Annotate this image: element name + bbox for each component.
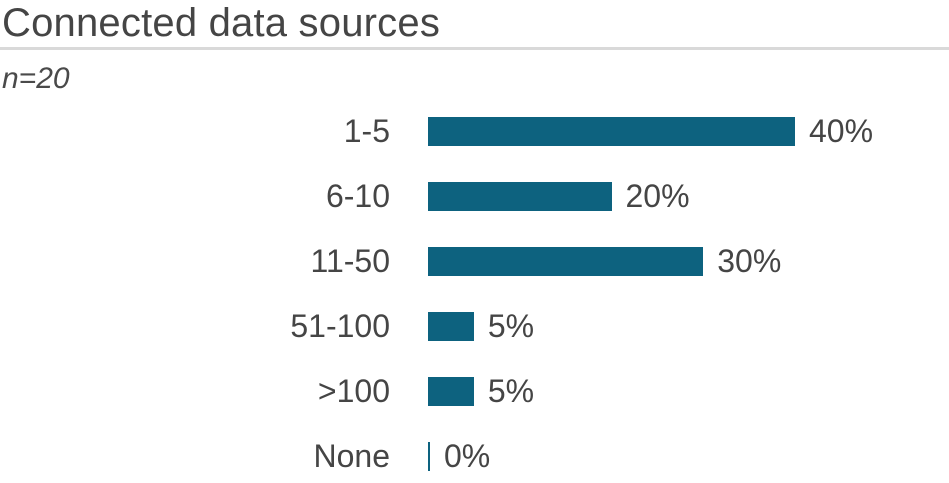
title-divider xyxy=(0,47,949,50)
value-label: 20% xyxy=(625,178,690,214)
bar xyxy=(428,312,474,341)
bar-chart: 1-5 40% 6-10 20% 11-50 30% 51-100 5% >10… xyxy=(0,113,949,474)
category-label: 11-50 xyxy=(310,243,390,279)
bar-row: 11-50 30% xyxy=(0,243,949,279)
bar-row: 51-100 5% xyxy=(0,308,949,344)
sample-size-label: n=20 xyxy=(2,62,70,95)
value-label: 5% xyxy=(487,373,535,409)
chart-title: Connected data sources xyxy=(2,1,441,45)
value-label: 5% xyxy=(487,308,535,344)
value-label: 0% xyxy=(444,438,491,474)
bar xyxy=(428,377,474,406)
bar-row: None 0% xyxy=(0,438,949,474)
category-label: 6-10 xyxy=(325,178,390,214)
category-label: 51-100 xyxy=(290,308,390,344)
value-label: 40% xyxy=(809,113,874,149)
bar-row: 1-5 40% xyxy=(0,113,949,149)
category-label: 1-5 xyxy=(343,113,390,149)
category-label: >100 xyxy=(317,373,390,409)
bar xyxy=(428,247,704,276)
bar xyxy=(428,182,612,211)
bar-row: >100 5% xyxy=(0,373,949,409)
value-label: 30% xyxy=(717,243,782,279)
category-label: None xyxy=(313,438,391,474)
bar xyxy=(428,117,795,146)
bar xyxy=(428,442,430,471)
bar-row: 6-10 20% xyxy=(0,178,949,214)
